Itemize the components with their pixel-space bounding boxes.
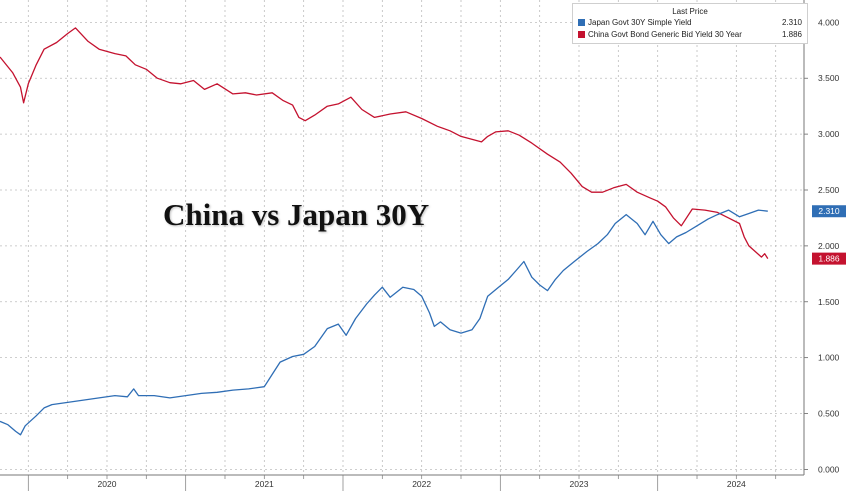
legend: Last Price Japan Govt 30Y Simple Yield 2… — [572, 3, 808, 44]
japan-last-badge — [812, 205, 846, 218]
legend-label-china: China Govt Bond Generic Bid Yield 30 Yea… — [588, 30, 742, 39]
legend-header: Last Price — [672, 7, 708, 16]
chart-title: China vs Japan 30Y — [163, 197, 430, 232]
y-axis: 0.000 0.500 1.000 1.500 2.000 2.500 3.000 3.500… — [803, 0, 840, 475]
y-tick-label: 1.000 — [818, 353, 840, 363]
y-tick-label: 0.000 — [818, 464, 840, 474]
y-tick-label: 1.500 — [818, 297, 840, 307]
legend-item-china: China Govt Bond Generic Bid Yield 30 Yea… — [578, 29, 802, 40]
x-tick-label: 2023 — [570, 479, 589, 489]
legend-item-japan: Japan Govt 30Y Simple Yield 2.310 — [578, 17, 802, 28]
japan-last-badge-label: 2.310 — [818, 206, 840, 216]
legend-label-japan: Japan Govt 30Y Simple Yield — [588, 18, 692, 27]
china-last-badge — [812, 252, 846, 265]
y-tick-label: 0.500 — [818, 409, 840, 419]
japan-30y-line — [0, 209, 768, 436]
x-tick-label: 2020 — [98, 479, 117, 489]
legend-swatch-china — [578, 31, 585, 38]
legend-swatch-japan — [578, 19, 585, 26]
y-tick-label: 3.500 — [818, 73, 840, 83]
x-tick-label: 2022 — [412, 479, 431, 489]
y-tick-label: 2.500 — [818, 185, 840, 195]
series-lines — [0, 27, 769, 436]
legend-value-china: 1.886 — [781, 30, 802, 39]
x-tick-label: 2021 — [255, 479, 274, 489]
x-axis: 2020 2021 2022 2023 2024 — [0, 474, 804, 491]
y-tick-label: 4.000 — [818, 17, 840, 27]
grid — [0, 0, 804, 475]
y-tick-label: 2.000 — [818, 241, 840, 251]
x-tick-label: 2024 — [727, 479, 746, 489]
y-tick-label: 3.000 — [818, 129, 840, 139]
china-30y-line — [0, 27, 769, 259]
last-price-badges: 1.886 2.310 — [812, 205, 846, 265]
legend-value-japan: 2.310 — [781, 18, 802, 27]
china-last-badge-label: 1.886 — [818, 254, 840, 264]
